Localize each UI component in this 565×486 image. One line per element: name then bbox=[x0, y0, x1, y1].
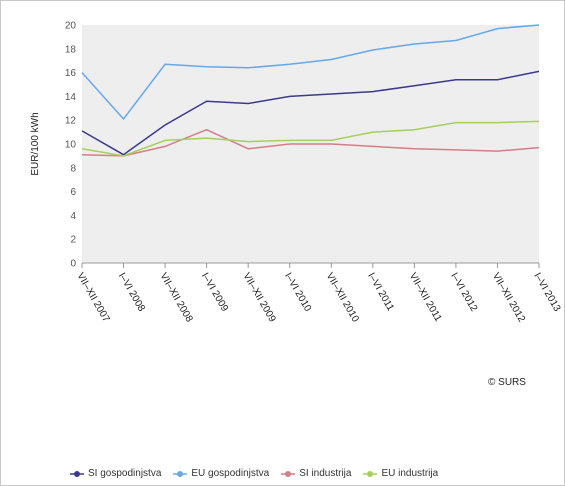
y-axis-label: EUR/100 kWh bbox=[30, 112, 41, 175]
x-tick-label: VII–XII 2009 bbox=[241, 271, 278, 325]
x-tick-label: I–VI 2012 bbox=[448, 271, 479, 314]
x-tick-label: VII–XII 2008 bbox=[157, 271, 194, 325]
y-tick-label: 6 bbox=[70, 187, 76, 198]
legend: SI gospodinjstva EU gospodinjstva SI indus… bbox=[70, 468, 450, 479]
legend-item[interactable]: SI gospodinjstva bbox=[70, 468, 161, 479]
y-tick-label: 16 bbox=[65, 68, 77, 79]
x-tick-label: I–VI 2011 bbox=[365, 271, 396, 313]
series-line-3 bbox=[81, 128, 540, 157]
legend-marker-icon bbox=[363, 470, 378, 478]
x-tick-label: VII–XII 2011 bbox=[407, 271, 444, 324]
legend-label: EU gospodinjstva bbox=[191, 468, 270, 479]
x-tick-label: I–VI 2008 bbox=[116, 271, 147, 314]
y-tick-label: 8 bbox=[70, 163, 76, 174]
legend-label: SI industrija bbox=[299, 468, 352, 479]
source-credit: © SURS bbox=[488, 377, 526, 388]
series-line-1 bbox=[81, 70, 540, 156]
y-tick-label: 10 bbox=[65, 140, 77, 151]
legend-item[interactable]: EU gospodinjstva bbox=[173, 468, 269, 479]
x-tick-label: I–VI 2013 bbox=[531, 271, 562, 314]
y-tick-label: 0 bbox=[70, 259, 76, 270]
y-tick-label: 4 bbox=[70, 211, 76, 222]
legend-label: EU industrija bbox=[381, 468, 439, 479]
x-tick-label: I–VI 2009 bbox=[199, 271, 230, 314]
legend-item[interactable]: SI industrija bbox=[281, 468, 351, 479]
y-tick-label: 2 bbox=[70, 235, 76, 246]
legend-marker-icon bbox=[70, 470, 84, 478]
y-tick-label: 12 bbox=[65, 116, 77, 127]
legend-label: SI gospodinjstva bbox=[88, 468, 162, 479]
legend-marker-icon bbox=[173, 470, 188, 478]
legend-marker-icon bbox=[281, 470, 296, 478]
x-tick-label: VII–XII 2007 bbox=[74, 271, 111, 325]
y-tick-label: 14 bbox=[65, 92, 77, 103]
legend-item[interactable]: EU industrija bbox=[363, 468, 438, 479]
series-line-4 bbox=[81, 120, 540, 157]
x-tick-label: VII–XII 2010 bbox=[324, 271, 361, 325]
y-tick-label: 20 bbox=[65, 21, 77, 32]
x-tick-label: VII–XII 2012 bbox=[490, 271, 527, 325]
y-tick-label: 18 bbox=[65, 44, 77, 55]
series-line-2 bbox=[81, 24, 540, 121]
x-tick-label: I–VI 2010 bbox=[282, 271, 313, 314]
